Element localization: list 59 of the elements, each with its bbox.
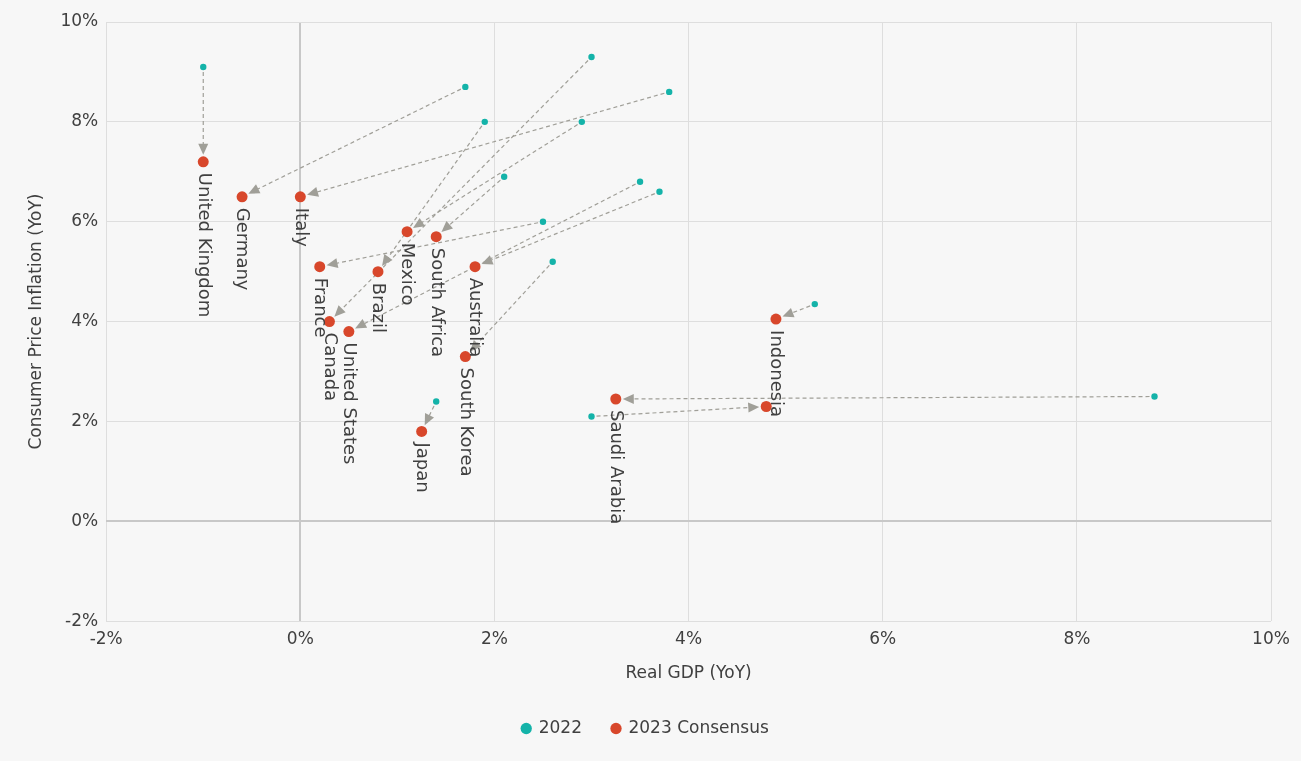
annotation: South Korea bbox=[456, 367, 478, 477]
x-tick-label: 0% bbox=[286, 627, 314, 648]
y-tick-label: 6% bbox=[71, 210, 99, 231]
annotation: Germany bbox=[233, 207, 255, 291]
point bbox=[416, 425, 428, 437]
point bbox=[539, 218, 547, 225]
y-tick-label: -2% bbox=[65, 609, 99, 630]
y-tick-label: 0% bbox=[71, 509, 99, 530]
annotation: Saudi Arabia bbox=[607, 410, 629, 525]
annotation: Australia bbox=[466, 277, 488, 358]
point bbox=[578, 118, 586, 126]
point bbox=[401, 226, 413, 238]
point bbox=[314, 261, 326, 273]
annotation: Italy bbox=[291, 207, 313, 248]
point bbox=[656, 188, 663, 195]
point bbox=[372, 266, 384, 278]
annotation: Japan bbox=[412, 441, 434, 493]
y-tick-label: 8% bbox=[71, 110, 99, 131]
x-tick-label: 4% bbox=[675, 627, 703, 648]
legend-label: 2023 Consensus bbox=[628, 716, 769, 737]
annotation: Brazil bbox=[369, 282, 391, 333]
point bbox=[610, 393, 622, 405]
y-tick-label: 10% bbox=[60, 10, 99, 31]
point bbox=[430, 231, 442, 243]
legend-label: 2022 bbox=[538, 716, 582, 737]
point bbox=[200, 63, 207, 71]
y-tick-label: 2% bbox=[71, 409, 99, 430]
point bbox=[236, 191, 248, 203]
x-axis-title: Real GDP (YoY) bbox=[625, 662, 752, 683]
point bbox=[636, 178, 644, 185]
x-tick-label: 6% bbox=[869, 627, 897, 648]
point bbox=[770, 313, 782, 325]
point bbox=[1151, 393, 1158, 400]
y-axis-title: Consumer Price Inflation (YoY) bbox=[24, 193, 45, 450]
point bbox=[459, 351, 471, 363]
point bbox=[469, 261, 481, 273]
point bbox=[588, 413, 595, 420]
annotation: Indonesia bbox=[767, 330, 789, 418]
point bbox=[760, 400, 772, 412]
point bbox=[549, 258, 556, 265]
point bbox=[500, 173, 508, 180]
point bbox=[197, 156, 209, 168]
point bbox=[811, 300, 818, 308]
x-tick-label: 2% bbox=[480, 627, 508, 648]
point bbox=[665, 88, 673, 96]
point bbox=[343, 326, 355, 338]
annotation: Mexico bbox=[398, 242, 420, 306]
point bbox=[433, 398, 440, 405]
y-tick-label: 4% bbox=[71, 310, 99, 331]
point bbox=[462, 83, 469, 91]
annotation: United Kingdom bbox=[194, 172, 216, 318]
point bbox=[588, 53, 595, 61]
annotation: South Africa bbox=[427, 247, 449, 358]
point bbox=[294, 191, 306, 203]
x-tick-label: 8% bbox=[1063, 627, 1091, 648]
point bbox=[481, 118, 488, 126]
x-tick-label: -2% bbox=[89, 627, 123, 648]
annotation: United States bbox=[340, 342, 362, 465]
x-tick-label: 10% bbox=[1252, 627, 1290, 648]
